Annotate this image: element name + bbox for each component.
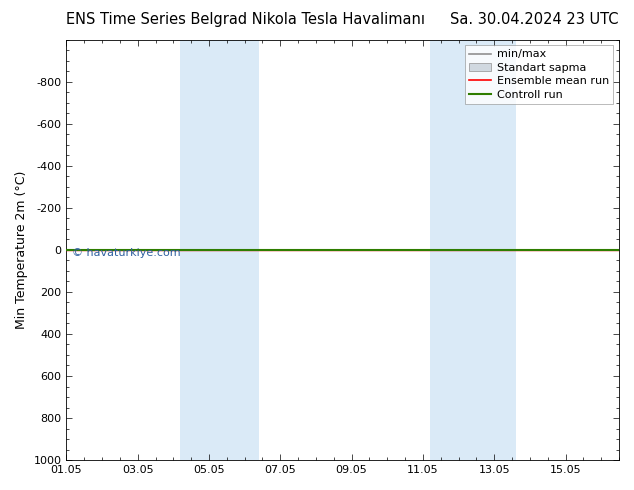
Text: Sa. 30.04.2024 23 UTC: Sa. 30.04.2024 23 UTC (451, 12, 619, 27)
Legend: min/max, Standart sapma, Ensemble mean run, Controll run: min/max, Standart sapma, Ensemble mean r… (465, 45, 614, 104)
Bar (181, 40, 209, 460)
Text: © havaturkiye.com: © havaturkiye.com (72, 248, 181, 258)
Bar (209, 40, 259, 460)
Y-axis label: Min Temperature 2m (°C): Min Temperature 2m (°C) (15, 171, 28, 329)
Bar (466, 40, 515, 460)
Text: ENS Time Series Belgrad Nikola Tesla Havalimanı: ENS Time Series Belgrad Nikola Tesla Hav… (67, 12, 425, 27)
Bar (430, 40, 466, 460)
